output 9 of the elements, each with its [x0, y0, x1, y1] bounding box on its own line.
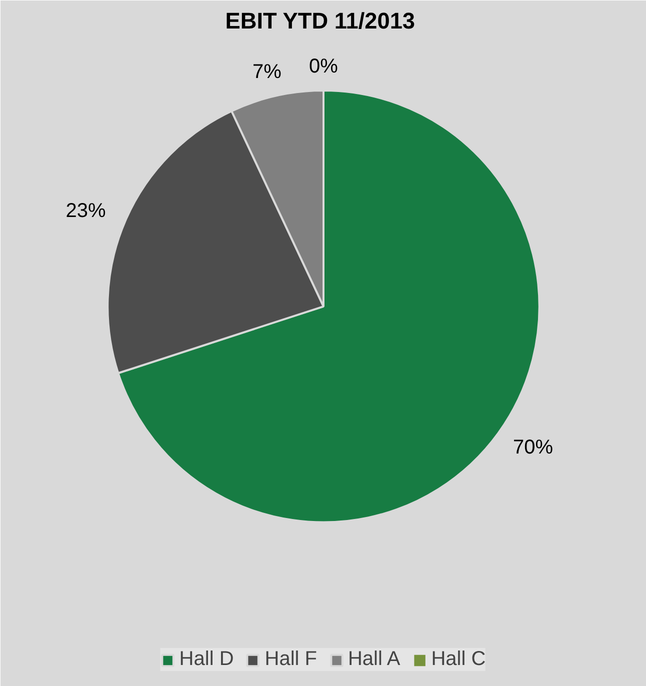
- text: 0%: [309, 55, 338, 78]
- legend-label: Hall D: [179, 648, 234, 671]
- legend-label: Hall F: [264, 648, 317, 671]
- data-label: 7%: [252, 61, 282, 84]
- legend-label: Hall A: [348, 648, 400, 671]
- legend-label: Hall C: [431, 648, 486, 671]
- chart-title: EBIT YTD 11/2013: [225, 8, 416, 34]
- data-label: 23%: [66, 200, 106, 222]
- data-label: 70%: [513, 436, 554, 459]
